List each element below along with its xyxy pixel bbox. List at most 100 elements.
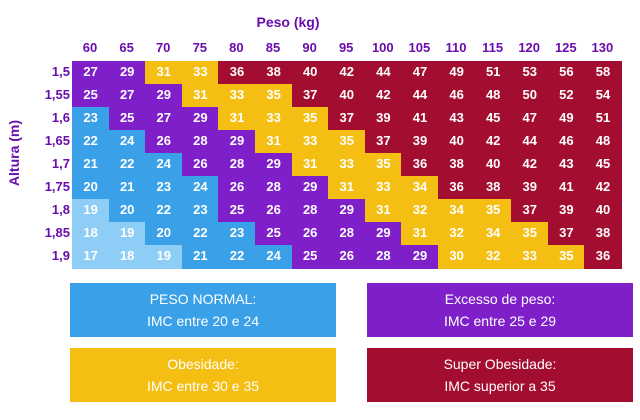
column-header-100: 100 xyxy=(371,40,394,55)
bmi-cell-1-85-65: 19 xyxy=(108,222,146,246)
column-header-75: 75 xyxy=(192,40,208,55)
bmi-cell-1-5-130: 58 xyxy=(584,61,622,85)
bmi-cell-1-6-85: 33 xyxy=(255,107,293,131)
bmi-cell-1-55-110: 46 xyxy=(438,84,476,108)
bmi-cell-1-65-115: 42 xyxy=(474,130,512,154)
row-header-1-55: 1,55 xyxy=(44,87,70,102)
bmi-cell-1-85-75: 22 xyxy=(181,222,219,246)
bmi-cell-1-9-125: 35 xyxy=(547,245,585,269)
bmi-cell-1-85-105: 31 xyxy=(401,222,439,246)
bmi-cell-1-6-60: 23 xyxy=(72,107,110,131)
column-header-105: 105 xyxy=(408,40,431,55)
row-header-1-9: 1,9 xyxy=(51,248,70,263)
column-header-130: 130 xyxy=(591,40,614,55)
bmi-cell-1-6-90: 35 xyxy=(291,107,329,131)
bmi-cell-1-7-105: 36 xyxy=(401,153,439,177)
legend-super-range: IMC superior a 35 xyxy=(444,378,556,394)
bmi-cell-1-55-85: 35 xyxy=(255,84,293,108)
bmi-cell-1-5-95: 42 xyxy=(328,61,366,85)
bmi-cell-1-9-85: 24 xyxy=(255,245,293,269)
legend-normal-range: IMC entre 20 e 24 xyxy=(146,313,260,329)
column-header-65: 65 xyxy=(119,40,134,55)
legend-excess-title: Excesso de peso: xyxy=(444,291,556,307)
y-axis-label: Altura (m) xyxy=(6,119,22,187)
bmi-cell-1-75-75: 24 xyxy=(181,176,219,200)
bmi-cell-1-85-90: 26 xyxy=(291,222,329,246)
bmi-cell-1-8-115: 35 xyxy=(474,199,512,223)
bmi-cell-1-7-75: 26 xyxy=(181,153,219,177)
bmi-cell-1-9-70: 19 xyxy=(145,245,183,269)
bmi-cell-1-75-115: 38 xyxy=(474,176,512,200)
bmi-cell-1-6-105: 41 xyxy=(401,107,439,131)
row-header-1-65: 1,65 xyxy=(44,133,70,148)
bmi-cell-1-65-60: 22 xyxy=(72,130,110,154)
column-header-110: 110 xyxy=(445,40,467,55)
bmi-cell-1-6-115: 45 xyxy=(474,107,512,131)
bmi-cell-1-5-65: 29 xyxy=(108,61,146,85)
legend-normal-weight: PESO NORMAL: IMC entre 20 e 24 xyxy=(70,283,336,337)
bmi-cell-1-7-115: 40 xyxy=(474,153,512,177)
bmi-cell-1-5-115: 51 xyxy=(474,61,512,85)
column-header-120: 120 xyxy=(518,40,541,55)
bmi-cell-1-75-80: 26 xyxy=(218,176,256,200)
bmi-cell-1-55-90: 37 xyxy=(291,84,329,108)
bmi-cell-1-65-80: 29 xyxy=(218,130,256,154)
bmi-cell-1-55-105: 44 xyxy=(401,84,439,108)
bmi-cell-1-65-85: 31 xyxy=(255,130,293,154)
legend-excess-weight: Excesso de peso: IMC entre 25 e 29 xyxy=(367,283,633,337)
column-header-85: 85 xyxy=(265,40,281,55)
chart-title: Peso (kg) xyxy=(256,14,320,30)
bmi-cell-1-8-100: 31 xyxy=(364,199,402,223)
bmi-cell-1-9-65: 18 xyxy=(108,245,146,269)
bmi-cell-1-65-95: 35 xyxy=(328,130,366,154)
bmi-cell-1-85-60: 18 xyxy=(72,222,110,246)
bmi-cell-1-55-115: 48 xyxy=(474,84,512,108)
bmi-cell-1-7-65: 22 xyxy=(108,153,146,177)
legend-normal-title: PESO NORMAL: xyxy=(149,291,257,307)
bmi-cell-1-75-65: 21 xyxy=(108,176,146,200)
bmi-cell-1-85-100: 29 xyxy=(364,222,402,246)
bmi-cell-1-55-75: 31 xyxy=(181,84,219,108)
bmi-cell-1-7-110: 38 xyxy=(438,153,476,177)
bmi-cell-1-8-65: 20 xyxy=(108,199,146,223)
bmi-cell-1-9-130: 36 xyxy=(584,245,622,269)
bmi-cell-1-8-70: 22 xyxy=(145,199,183,223)
bmi-cell-1-85-110: 32 xyxy=(438,222,476,246)
bmi-cell-1-8-125: 39 xyxy=(547,199,585,223)
bmi-cell-1-7-70: 24 xyxy=(145,153,183,177)
bmi-cell-1-75-125: 41 xyxy=(547,176,585,200)
bmi-cell-1-6-125: 49 xyxy=(547,107,585,131)
bmi-cell-1-8-75: 23 xyxy=(181,199,219,223)
bmi-cell-1-85-130: 38 xyxy=(584,222,622,246)
column-header-125: 125 xyxy=(554,40,577,55)
bmi-cell-1-85-120: 35 xyxy=(511,222,549,246)
bmi-cell-1-6-100: 39 xyxy=(364,107,402,131)
bmi-cell-1-75-60: 20 xyxy=(72,176,110,200)
bmi-cell-1-65-100: 37 xyxy=(364,130,402,154)
bmi-cell-1-65-75: 28 xyxy=(181,130,219,154)
bmi-cell-1-9-110: 30 xyxy=(438,245,476,269)
bmi-cell-1-6-70: 27 xyxy=(145,107,183,131)
bmi-cell-1-5-70: 31 xyxy=(145,61,183,85)
bmi-cell-1-5-120: 53 xyxy=(511,61,549,85)
row-header-1-5: 1,5 xyxy=(51,64,70,79)
bmi-cell-1-65-105: 39 xyxy=(401,130,439,154)
bmi-cell-1-85-95: 28 xyxy=(328,222,366,246)
bmi-cell-1-65-110: 40 xyxy=(438,130,476,154)
bmi-cell-1-85-125: 37 xyxy=(547,222,585,246)
bmi-cell-1-65-70: 26 xyxy=(145,130,183,154)
bmi-cell-1-9-95: 26 xyxy=(328,245,366,269)
row-header-1-6: 1,6 xyxy=(51,110,70,125)
bmi-cell-1-65-120: 44 xyxy=(511,130,549,154)
bmi-cell-1-8-95: 29 xyxy=(328,199,366,223)
bmi-cell-1-85-70: 20 xyxy=(145,222,183,246)
bmi-cell-1-5-80: 36 xyxy=(218,61,256,85)
bmi-cell-1-55-80: 33 xyxy=(218,84,256,108)
bmi-cell-1-55-120: 50 xyxy=(511,84,549,108)
bmi-cell-1-7-100: 35 xyxy=(364,153,402,177)
row-header-1-8: 1,8 xyxy=(51,202,70,217)
bmi-cell-1-55-100: 42 xyxy=(364,84,402,108)
bmi-cell-1-5-60: 27 xyxy=(72,61,110,85)
bmi-cell-1-75-120: 39 xyxy=(511,176,549,200)
bmi-cell-1-85-85: 25 xyxy=(255,222,293,246)
